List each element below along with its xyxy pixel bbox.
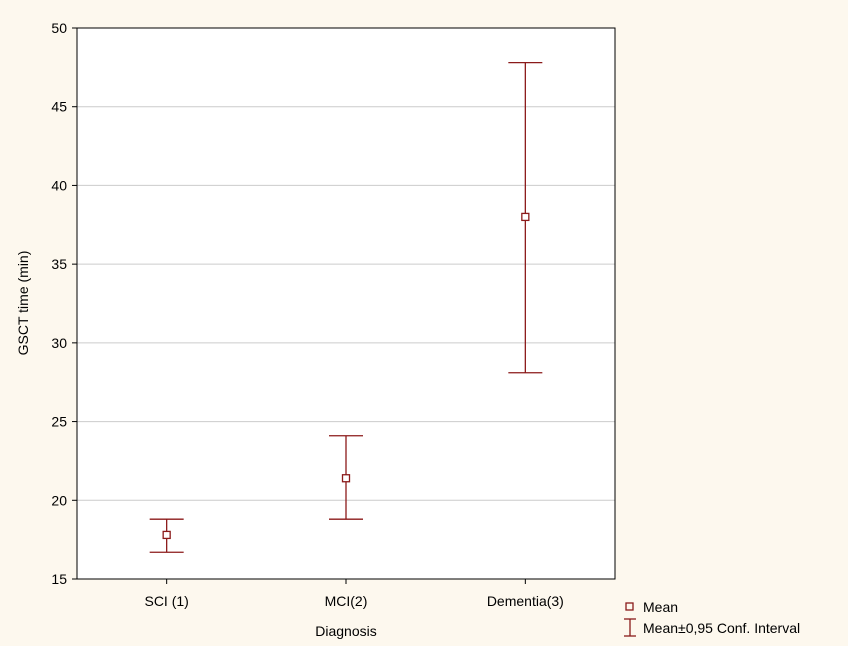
y-tick-label: 50 (51, 20, 67, 36)
y-tick-label: 25 (51, 414, 67, 430)
mean-point (162, 530, 171, 540)
y-tick-label: 20 (51, 492, 67, 508)
y-axis-title: GSCT time (min) (15, 251, 31, 356)
legend-ci-marker (624, 618, 636, 637)
x-tick-label: SCI (1) (144, 593, 188, 609)
y-tick-label: 45 (51, 99, 67, 115)
x-axis: SCI (1) MCI(2) Dementia(3) (144, 579, 564, 609)
error-bars (149, 61, 543, 553)
error-bar (149, 518, 184, 553)
x-tick-label: MCI(2) (325, 593, 368, 609)
mean-point (341, 474, 351, 483)
y-axis: 15 20 25 30 35 40 45 50 (51, 20, 77, 587)
x-tick-label: Dementia(3) (487, 593, 564, 609)
legend-mean-label: Mean (643, 599, 678, 615)
error-bar (508, 61, 543, 374)
x-axis-title: Diagnosis (315, 623, 376, 639)
mean-point (521, 212, 530, 222)
legend: Mean Mean±0,95 Conf. Interval (624, 599, 800, 637)
error-bar (329, 435, 363, 520)
legend-mean-marker (625, 602, 634, 611)
y-tick-label: 40 (51, 177, 67, 193)
y-tick-label: 35 (51, 256, 67, 272)
y-tick-label: 15 (51, 571, 67, 587)
legend-ci-label: Mean±0,95 Conf. Interval (643, 620, 800, 636)
y-tick-label: 30 (51, 335, 67, 351)
